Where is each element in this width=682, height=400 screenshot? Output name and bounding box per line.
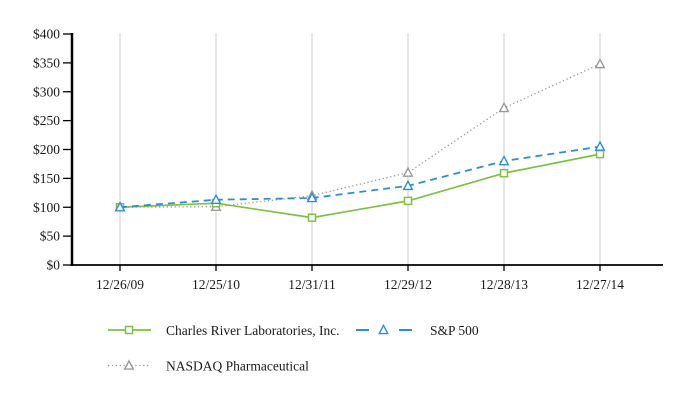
x-axis-label: 12/25/10 bbox=[192, 277, 240, 292]
x-axis-label: 12/28/13 bbox=[480, 277, 528, 292]
y-axis-label: $250 bbox=[33, 113, 60, 128]
data-point-marker bbox=[595, 149, 605, 159]
legend-label: Charles River Laboratories, Inc. bbox=[166, 323, 340, 338]
x-axis-label: 12/29/12 bbox=[384, 277, 432, 292]
data-point-marker bbox=[498, 101, 510, 113]
legend-label: S&P 500 bbox=[430, 323, 479, 338]
y-axis-label: $0 bbox=[47, 258, 61, 273]
legend-label: NASDAQ Pharmaceutical bbox=[166, 358, 309, 373]
data-point-marker bbox=[114, 201, 126, 212]
y-axis-label: $150 bbox=[33, 171, 60, 186]
y-axis-label: $350 bbox=[33, 55, 60, 70]
legend-sample-marker bbox=[378, 323, 389, 335]
x-axis-label: 12/31/11 bbox=[288, 277, 336, 292]
y-axis-label: $100 bbox=[33, 200, 60, 215]
y-axis-label: $50 bbox=[40, 229, 61, 244]
legend-sample-marker bbox=[123, 359, 135, 370]
data-point-marker bbox=[498, 154, 510, 166]
data-point-marker bbox=[499, 168, 509, 178]
x-axis-label: 12/26/09 bbox=[96, 277, 144, 292]
series-line-1 bbox=[119, 153, 601, 219]
data-point-marker bbox=[594, 140, 606, 151]
data-point-marker bbox=[594, 57, 606, 69]
y-axis-label: $200 bbox=[33, 142, 60, 157]
series-line-2 bbox=[119, 145, 601, 209]
series-line-3 bbox=[119, 63, 601, 208]
y-axis-label: $400 bbox=[33, 27, 60, 42]
x-axis-label: 12/27/14 bbox=[576, 277, 624, 292]
data-point-marker bbox=[402, 179, 414, 191]
data-point-marker bbox=[210, 193, 222, 205]
data-point-marker bbox=[307, 213, 317, 222]
legend-sample-marker bbox=[124, 325, 134, 335]
data-point-marker bbox=[306, 191, 318, 203]
y-axis-label: $300 bbox=[33, 84, 60, 99]
data-point-marker bbox=[403, 196, 413, 206]
data-point-marker bbox=[402, 166, 414, 177]
